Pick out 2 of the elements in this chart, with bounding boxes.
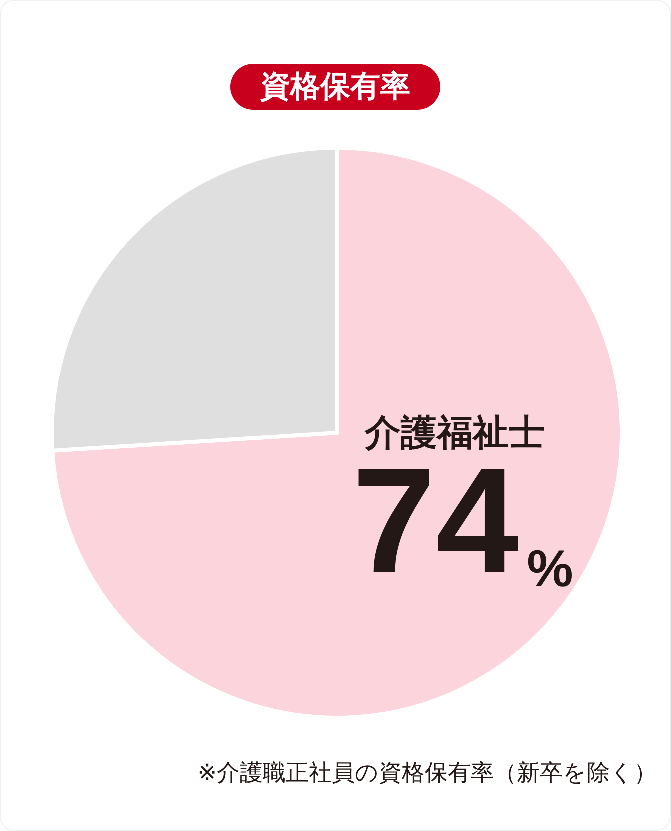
text: ※介護職正社員の資格保有率（新卒を除く） xyxy=(198,760,658,786)
chart-title: 資格保有率 xyxy=(260,70,410,104)
